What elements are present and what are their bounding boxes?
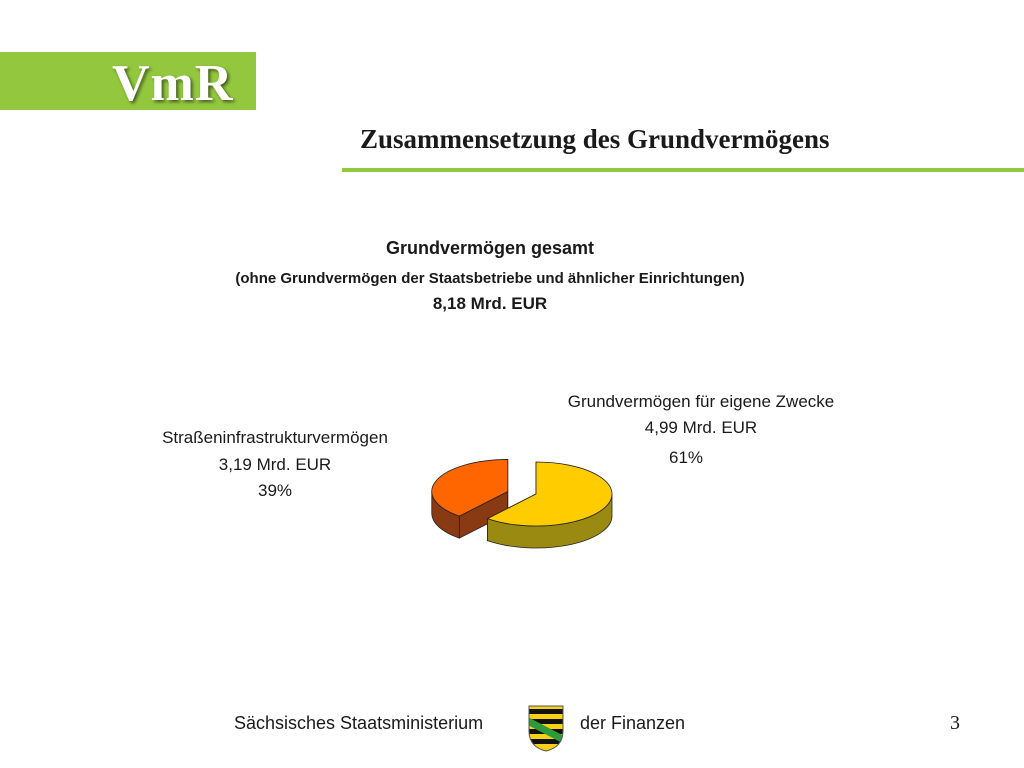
slice-label-name: Grundvermögen für eigene Zwecke <box>567 392 835 411</box>
chart-subtitle: (ohne Grundvermögen der Staatsbetriebe u… <box>235 270 745 287</box>
slice-label-percent: 39% <box>257 481 293 500</box>
pie-slice <box>486 461 613 549</box>
logo-bar <box>0 52 256 110</box>
footer-ministry-suffix: der Finanzen <box>580 713 686 733</box>
slice-label-value: 4,99 Mrd. EUR <box>644 418 758 437</box>
pie-chart <box>431 459 613 549</box>
chart-title: Grundvermögen gesamt <box>385 238 595 258</box>
pie-slice-top <box>486 461 613 527</box>
logo-text: VmR <box>112 55 234 112</box>
slice-label-percent: 61% <box>668 448 704 467</box>
chart-total: 8,18 Mrd. EUR <box>432 294 548 313</box>
slice-label-name: Straßeninfrastrukturvermögen <box>162 428 388 447</box>
slice-label-value: 3,19 Mrd. EUR <box>218 455 332 474</box>
title-rule <box>342 168 1024 172</box>
footer-ministry: Sächsisches Staatsministerium <box>234 713 484 733</box>
slide-title: Zusammensetzung des Grundvermögens <box>360 124 830 154</box>
coat-of-arms-icon <box>528 705 564 752</box>
page-number: 3 <box>950 712 960 734</box>
pie-slice <box>431 459 509 539</box>
pie-slice-top <box>431 459 509 517</box>
